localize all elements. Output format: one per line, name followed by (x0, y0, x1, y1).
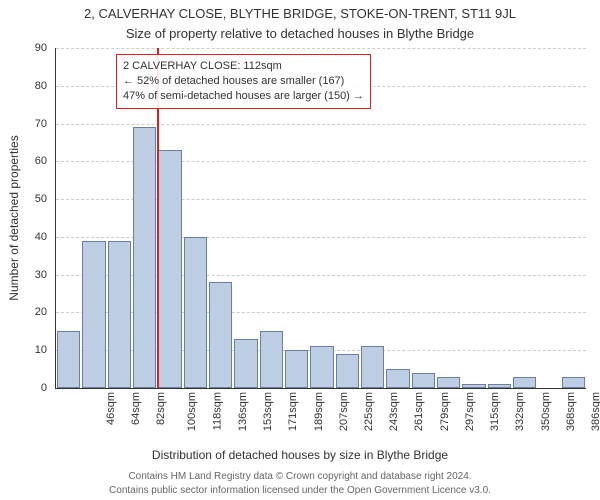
annotation-line2: ← 52% of detached houses are smaller (16… (123, 74, 364, 89)
annotation-line1: 2 CALVERHAY CLOSE: 112sqm (123, 59, 364, 74)
bar (386, 369, 409, 388)
y-tick-label: 0 (0, 382, 47, 394)
bar (513, 377, 536, 388)
bar (361, 346, 384, 388)
annotation-box: 2 CALVERHAY CLOSE: 112sqm ← 52% of detac… (116, 54, 371, 109)
bar (133, 127, 156, 388)
bar (82, 241, 105, 388)
bar (336, 354, 359, 388)
x-tick-label: 136sqm (237, 392, 249, 431)
bar (108, 241, 131, 388)
y-tick-label: 70 (0, 118, 47, 130)
x-tick-label: 279sqm (439, 392, 451, 431)
x-tick-label: 368sqm (565, 392, 577, 431)
y-tick-label: 80 (0, 80, 47, 92)
bar (310, 346, 333, 388)
bar (462, 384, 485, 388)
y-tick-label: 90 (0, 42, 47, 54)
x-tick-label: 261sqm (414, 392, 426, 431)
x-tick-label: 64sqm (130, 392, 142, 425)
bar (158, 150, 181, 388)
x-tick-label: 350sqm (540, 392, 552, 431)
y-tick-label: 60 (0, 155, 47, 167)
annotation-line3: 47% of semi-detached houses are larger (… (123, 89, 364, 104)
footer-line2: Contains public sector information licen… (0, 485, 600, 496)
x-tick-label: 297sqm (464, 392, 476, 431)
x-tick-label: 386sqm (590, 392, 600, 431)
bar (209, 282, 232, 388)
x-axis-label: Distribution of detached houses by size … (0, 448, 600, 462)
bar (562, 377, 585, 388)
bar (260, 331, 283, 388)
chart-title-main: 2, CALVERHAY CLOSE, BLYTHE BRIDGE, STOKE… (0, 6, 600, 21)
bar (184, 237, 207, 388)
x-tick-label: 153sqm (262, 392, 274, 431)
bar (285, 350, 308, 388)
bar (412, 373, 435, 388)
x-tick-label: 315sqm (489, 392, 501, 431)
footer-line1: Contains HM Land Registry data © Crown c… (0, 471, 600, 482)
bar (437, 377, 460, 388)
bar (488, 384, 511, 388)
x-tick-label: 100sqm (186, 392, 198, 431)
x-tick-label: 207sqm (338, 392, 350, 431)
plot-area: 2 CALVERHAY CLOSE: 112sqm ← 52% of detac… (55, 48, 586, 389)
x-tick-label: 82sqm (155, 392, 167, 425)
x-tick-label: 189sqm (313, 392, 325, 431)
y-tick-label: 20 (0, 306, 47, 318)
bar (57, 331, 80, 388)
x-tick-label: 243sqm (388, 392, 400, 431)
x-tick-label: 332sqm (515, 392, 527, 431)
bar (234, 339, 257, 388)
x-tick-label: 118sqm (211, 392, 223, 430)
chart-title-sub: Size of property relative to detached ho… (0, 26, 600, 41)
x-tick-label: 46sqm (105, 392, 117, 425)
y-tick-label: 40 (0, 231, 47, 243)
x-tick-label: 225sqm (363, 392, 375, 431)
y-tick-label: 30 (0, 269, 47, 281)
y-tick-label: 10 (0, 344, 47, 356)
histogram-chart: 2, CALVERHAY CLOSE, BLYTHE BRIDGE, STOKE… (0, 0, 600, 500)
y-tick-label: 50 (0, 193, 47, 205)
x-tick-label: 171sqm (287, 392, 299, 431)
